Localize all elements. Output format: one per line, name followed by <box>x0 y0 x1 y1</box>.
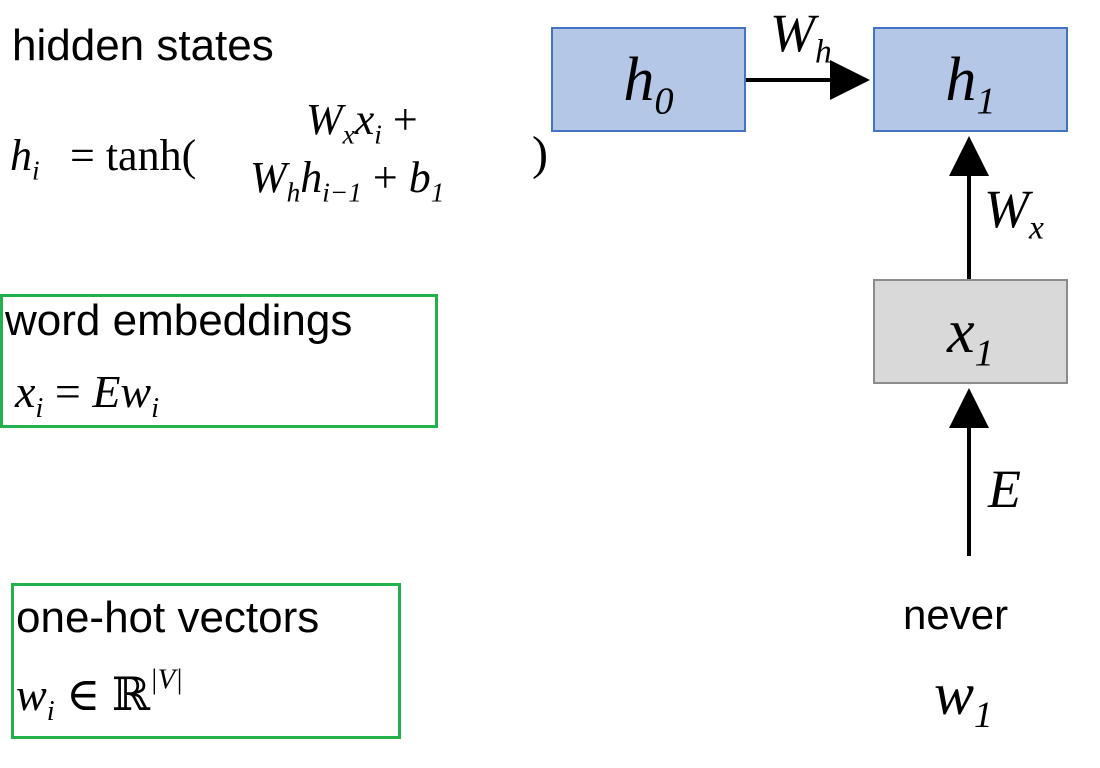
hidden-node-h0: h0 <box>551 27 746 132</box>
hidden-node-h1: h1 <box>873 27 1068 132</box>
word-embeddings-box: word embeddings xi = Ewi <box>0 294 438 428</box>
hidden-state-lhs: hi <box>10 131 40 186</box>
hidden-state-equation: hi = tanh( Wxxi + Whhi−1 + b1 ) <box>6 92 566 222</box>
recurrent-term: Whhi−1 + b1 <box>250 153 445 208</box>
input-word: never <box>903 591 1009 638</box>
h0-label: h0 <box>623 45 674 122</box>
one-hot-vectors-title: one-hot vectors <box>16 593 320 642</box>
edge-label-e: E <box>988 459 1021 519</box>
word-embedding-equation: xi = Ewi <box>15 366 160 424</box>
edge-label-wx: Wx <box>984 179 1044 247</box>
x1-label: x1 <box>947 297 994 374</box>
one-hot-equation: wi ∈ ℝ|V| <box>16 664 184 727</box>
h1-label: h1 <box>945 45 996 122</box>
input-term: Wxxi + <box>306 95 418 150</box>
tanh-function: = tanh( <box>70 131 197 180</box>
close-paren: ) <box>532 127 548 180</box>
input-one-hot-w1: w1 <box>934 661 993 737</box>
edge-label-wh: Wh <box>770 3 832 71</box>
hidden-states-title: hidden states <box>12 21 274 70</box>
embedding-node-x1: x1 <box>873 279 1068 384</box>
one-hot-vectors-box: one-hot vectors wi ∈ ℝ|V| <box>11 583 401 739</box>
word-embeddings-title: word embeddings <box>5 296 353 345</box>
